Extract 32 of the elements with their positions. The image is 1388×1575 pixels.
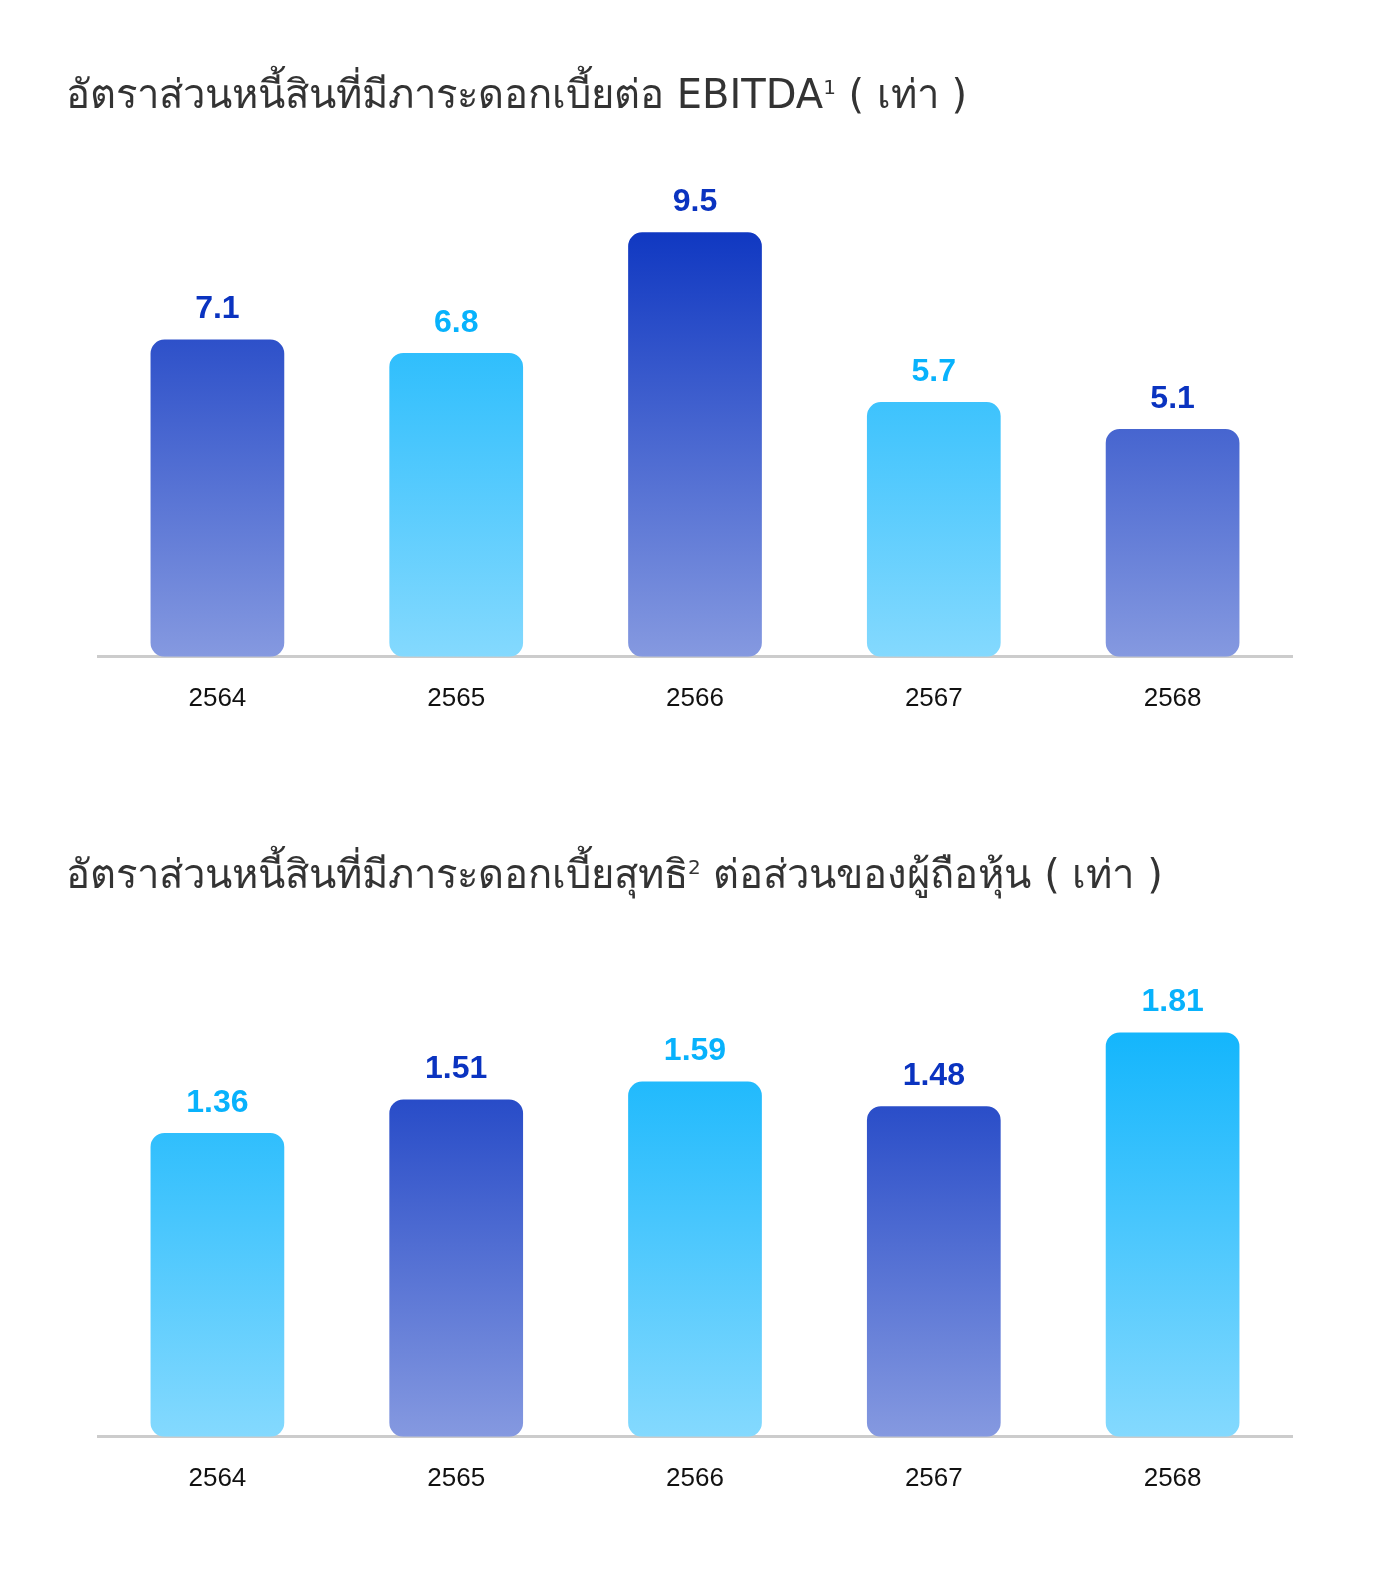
data-label: 6.8	[433, 302, 479, 339]
data-label: 1.48	[902, 1056, 965, 1092]
data-label: 1.59	[663, 1031, 727, 1068]
data-label: 1.36	[186, 1082, 249, 1119]
x-tick-label: 2566	[666, 1461, 724, 1492]
chart-title: อัตราส่วนหนี้สินที่มีภาระดอกเบี้ยต่อ EBITDA$^{1}$ ( เท่า )	[66, 64, 968, 119]
data-label: 5.1	[1150, 378, 1195, 415]
x-tick-label: 2568	[1143, 681, 1202, 712]
bar	[150, 339, 285, 657]
bar	[150, 1132, 285, 1437]
x-tick-label: 2567	[904, 681, 963, 712]
data-label: 5.7	[911, 351, 957, 388]
bar	[1105, 1032, 1240, 1437]
data-label: 1.81	[1141, 982, 1204, 1019]
x-tick-label: 2564	[188, 681, 247, 712]
bar	[866, 1106, 1001, 1437]
bar	[866, 402, 1001, 657]
x-tick-label: 2568	[1143, 1461, 1202, 1492]
bar	[628, 1081, 762, 1437]
x-tick-label: 2566	[666, 681, 724, 712]
chart-title: อัตราส่วนหนี้สินที่มีภาระดอกเบี้ยสุทธิ$^{2}$ ต่อส่วนของผู้ถือหุ้น ( เท่า )	[66, 844, 1163, 901]
bar	[628, 232, 762, 657]
x-tick-label: 2567	[904, 1461, 963, 1492]
x-tick-label: 2564	[188, 1461, 247, 1492]
bar	[389, 1099, 524, 1437]
data-label: 7.1	[195, 289, 240, 326]
data-label: 1.51	[425, 1049, 488, 1086]
x-tick-label: 2565	[427, 1461, 486, 1492]
x-tick-label: 2565	[427, 681, 486, 712]
bar	[1105, 428, 1240, 657]
data-label: 9.5	[672, 182, 718, 219]
bar	[389, 352, 524, 657]
